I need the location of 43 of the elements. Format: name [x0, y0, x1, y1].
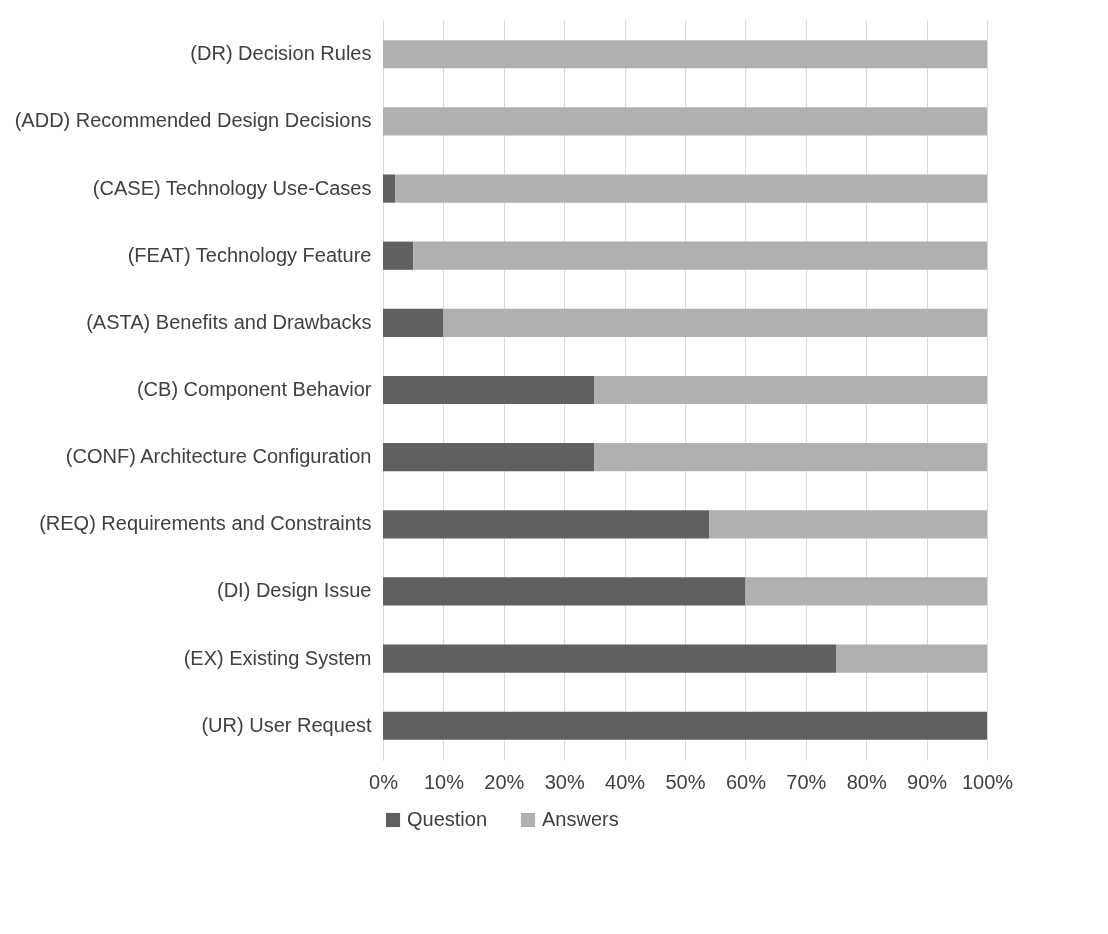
x-tick-label: 50% [665, 770, 706, 793]
y-tick-label: (DI) Design Issue [217, 579, 372, 602]
y-tick-label: (DR) Decision Rules [190, 42, 372, 65]
bar [383, 443, 595, 472]
x-tick-label: 80% [846, 770, 887, 793]
legend-label: Answers [542, 808, 619, 830]
bar [594, 375, 987, 405]
x-tick-label: 90% [907, 770, 948, 793]
bar [413, 241, 987, 270]
bar [383, 40, 987, 69]
legend-label: Question [407, 808, 488, 830]
bar [383, 107, 987, 136]
x-tick-label: 40% [605, 770, 646, 793]
x-tick-label: 30% [544, 770, 585, 793]
x-tick-label: 20% [484, 770, 525, 793]
x-tick-label: 0% [369, 770, 399, 793]
bar [383, 510, 710, 539]
x-tick-label: 10% [423, 770, 465, 793]
y-tick-label: (EX) Existing System [183, 646, 372, 669]
bar [443, 308, 987, 337]
bar [395, 174, 987, 203]
bar [836, 644, 987, 673]
bar [383, 241, 414, 270]
bar [383, 308, 444, 337]
y-tick-label: (REQ) Requirements and Constraints [39, 512, 372, 535]
y-tick-label: (CB) Component Behavior [136, 378, 372, 400]
bar [745, 577, 987, 606]
y-tick-label: (ASTA) Benefits and Drawbacks [86, 310, 372, 333]
x-tick-label: 60% [725, 770, 767, 793]
y-tick-label: (CONF) Architecture Configuration [65, 445, 372, 468]
bar [383, 375, 595, 405]
x-tick-label: 70% [786, 770, 827, 793]
y-tick-label: (ADD) Recommended Design Decisions [14, 109, 372, 132]
y-tick-label: (FEAT) Technology Feature [127, 243, 372, 266]
bar [383, 174, 396, 203]
bar [383, 577, 746, 606]
x-tick-label: 100% [961, 770, 1014, 793]
bar [383, 644, 836, 673]
bar [383, 711, 987, 740]
y-tick-label: (CASE) Technology Use-Cases [92, 176, 372, 199]
bar [594, 443, 987, 472]
bar [709, 510, 987, 539]
y-tick-label: (UR) User Request [201, 713, 372, 736]
